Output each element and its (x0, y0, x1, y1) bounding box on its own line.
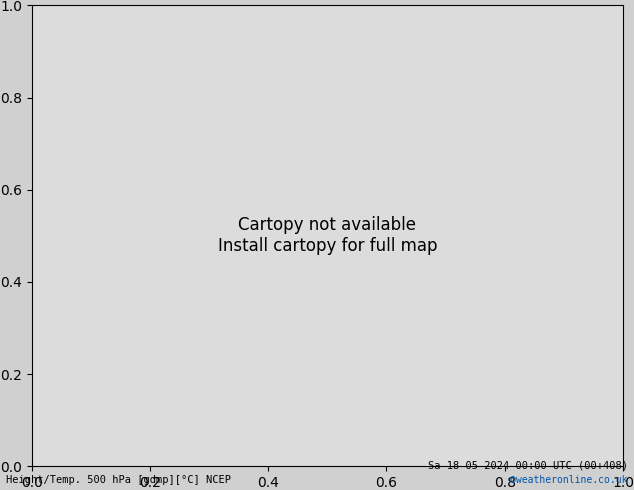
Text: Cartopy not available
Install cartopy for full map: Cartopy not available Install cartopy fo… (217, 217, 437, 255)
Text: ©weatheronline.co.uk: ©weatheronline.co.uk (510, 475, 628, 485)
Text: Sa 18-05-2024 00:00 UTC (00+408): Sa 18-05-2024 00:00 UTC (00+408) (428, 461, 628, 470)
Text: Height/Temp. 500 hPa [gdmp][°C] NCEP: Height/Temp. 500 hPa [gdmp][°C] NCEP (6, 475, 231, 485)
